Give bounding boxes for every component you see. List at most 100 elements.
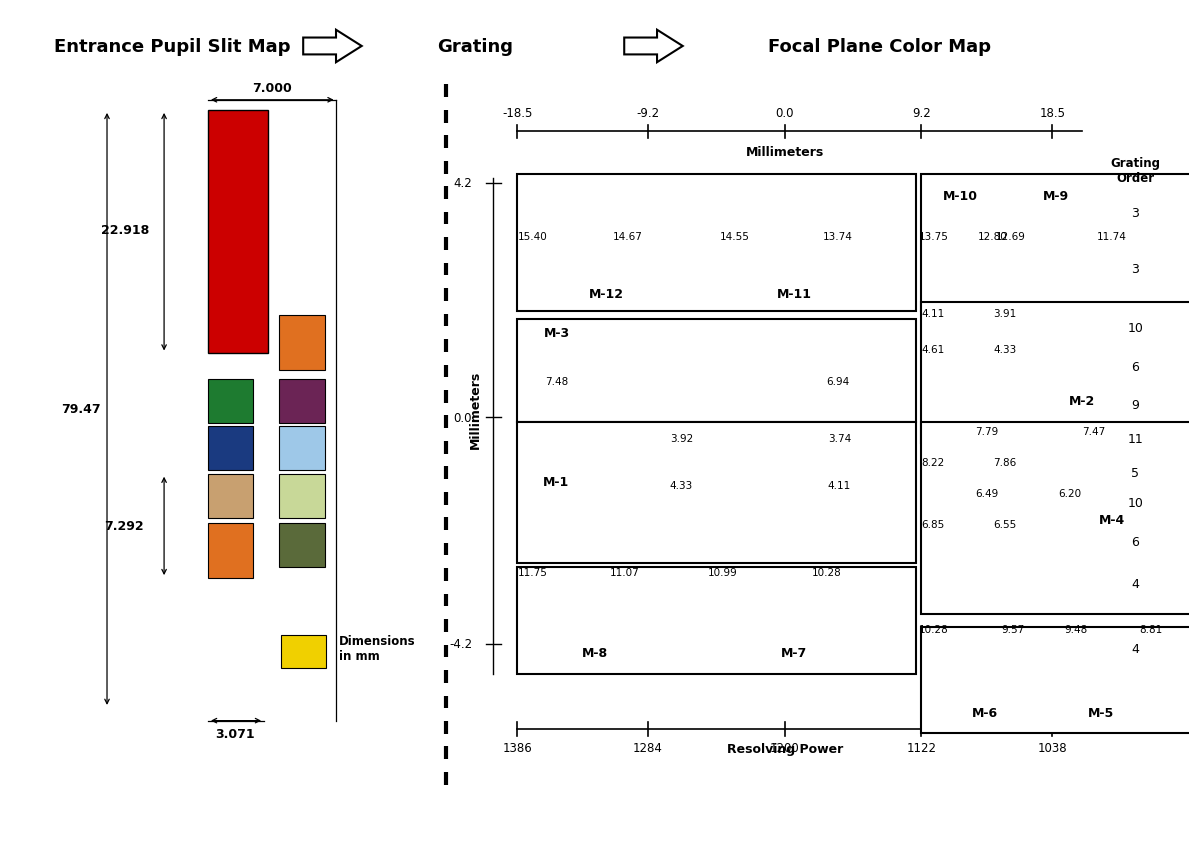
Bar: [675, 183, 678, 230]
Bar: [665, 183, 667, 230]
Text: M-1: M-1: [543, 475, 570, 489]
Bar: [673, 183, 675, 230]
Text: Millimeters: Millimeters: [470, 370, 482, 449]
Bar: [799, 183, 801, 230]
Bar: [635, 183, 637, 230]
Bar: [869, 183, 872, 230]
Bar: [572, 183, 574, 230]
Bar: [724, 183, 726, 230]
Bar: [554, 183, 558, 230]
Bar: [763, 183, 767, 230]
Text: M-10: M-10: [943, 189, 979, 203]
Bar: [517, 567, 916, 674]
Bar: [813, 183, 816, 230]
Bar: [568, 183, 572, 230]
Bar: [605, 183, 608, 230]
Text: 9.2: 9.2: [912, 107, 931, 120]
Bar: [729, 183, 731, 230]
Bar: [521, 183, 523, 230]
Bar: [925, 635, 1062, 661]
Bar: [562, 183, 565, 230]
Bar: [757, 183, 760, 230]
Bar: [899, 183, 901, 230]
Bar: [629, 183, 631, 230]
Bar: [867, 183, 869, 230]
Bar: [596, 183, 599, 230]
Bar: [541, 354, 892, 375]
Bar: [829, 183, 831, 230]
Text: 14.55: 14.55: [719, 232, 750, 242]
Bar: [623, 183, 625, 230]
Bar: [548, 183, 551, 230]
Bar: [706, 183, 709, 230]
Bar: [925, 499, 1145, 518]
Bar: [860, 183, 862, 230]
Bar: [642, 183, 644, 230]
Bar: [888, 183, 892, 230]
Text: M-2: M-2: [1069, 394, 1095, 408]
Bar: [578, 183, 580, 230]
Bar: [789, 183, 792, 230]
Bar: [894, 183, 897, 230]
Bar: [669, 183, 672, 230]
Bar: [743, 183, 746, 230]
Bar: [672, 183, 674, 230]
Bar: [791, 183, 794, 230]
Bar: [843, 183, 845, 230]
Bar: [517, 175, 916, 311]
Bar: [742, 183, 744, 230]
Bar: [648, 183, 650, 230]
Bar: [753, 183, 755, 230]
Bar: [747, 183, 749, 230]
Bar: [638, 183, 642, 230]
Bar: [702, 183, 704, 230]
Bar: [761, 183, 763, 230]
Bar: [208, 380, 253, 424]
Bar: [858, 183, 861, 230]
Bar: [770, 183, 773, 230]
Bar: [710, 183, 712, 230]
Bar: [583, 183, 586, 230]
Bar: [674, 183, 677, 230]
Bar: [530, 183, 533, 230]
Bar: [279, 426, 325, 471]
Bar: [826, 183, 829, 230]
Bar: [696, 183, 698, 230]
Bar: [712, 183, 715, 230]
Bar: [552, 183, 554, 230]
Bar: [832, 183, 835, 230]
Text: 6.49: 6.49: [975, 488, 999, 498]
Bar: [612, 183, 615, 230]
Bar: [715, 183, 717, 230]
Text: 1386: 1386: [502, 741, 533, 755]
Text: 79.47: 79.47: [61, 403, 101, 416]
Text: 10: 10: [1127, 322, 1144, 335]
Bar: [622, 183, 624, 230]
Bar: [636, 183, 638, 230]
Bar: [614, 183, 616, 230]
Text: M-7: M-7: [781, 646, 807, 659]
Text: 1122: 1122: [906, 741, 937, 755]
Text: -4.2: -4.2: [449, 637, 472, 651]
Bar: [721, 183, 723, 230]
Bar: [882, 183, 885, 230]
Bar: [686, 183, 688, 230]
Bar: [571, 183, 573, 230]
Bar: [566, 183, 568, 230]
Bar: [1068, 635, 1189, 661]
Bar: [738, 183, 741, 230]
Bar: [208, 474, 253, 519]
Bar: [776, 183, 779, 230]
Bar: [551, 183, 553, 230]
Bar: [567, 183, 570, 230]
Bar: [756, 183, 759, 230]
Text: M-3: M-3: [543, 326, 570, 339]
Bar: [908, 183, 911, 230]
Bar: [523, 183, 526, 230]
Bar: [905, 183, 907, 230]
Bar: [925, 354, 1109, 373]
Bar: [839, 183, 842, 230]
Bar: [786, 183, 788, 230]
Bar: [773, 183, 775, 230]
Bar: [707, 183, 711, 230]
